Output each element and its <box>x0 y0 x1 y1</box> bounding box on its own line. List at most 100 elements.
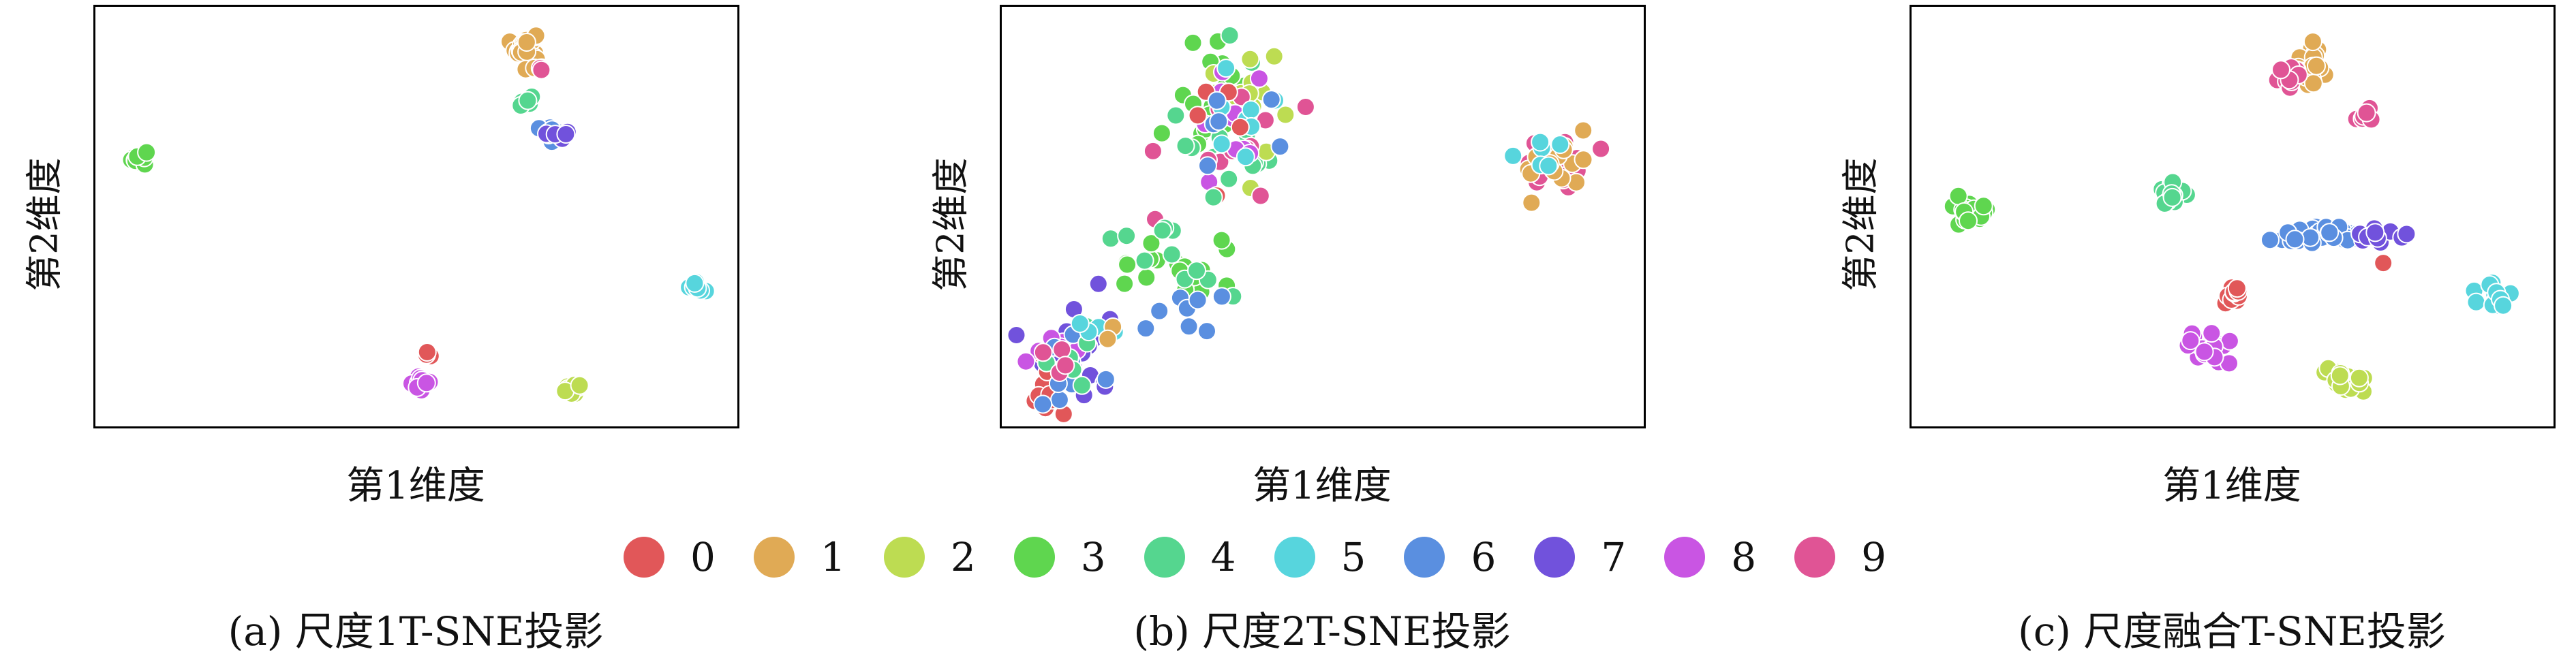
point-class-6 <box>2320 223 2340 242</box>
point-class-1 <box>2303 32 2322 52</box>
legend-swatch <box>753 537 795 578</box>
point-class-5 <box>1550 135 1570 155</box>
point-class-1 <box>2307 56 2326 76</box>
legend-label: 0 <box>690 534 716 580</box>
point-class-5 <box>685 273 705 293</box>
point-class-8 <box>416 373 436 393</box>
plot-area <box>1910 5 2556 428</box>
point-class-6 <box>1197 321 1216 341</box>
point-class-9 <box>2271 60 2290 80</box>
panel-b: 第2维度 第1维度 (b) 尺度2T-SNE投影 <box>906 0 1765 660</box>
plot-area <box>93 5 739 428</box>
point-class-6 <box>1209 112 1229 131</box>
point-class-6 <box>2260 230 2280 250</box>
legend-item-8: 8 <box>1664 534 1756 580</box>
point-class-8 <box>2202 324 2222 343</box>
point-class-9 <box>2357 103 2376 123</box>
point-class-0 <box>2227 279 2247 298</box>
point-class-5 <box>2494 296 2513 315</box>
point-class-1 <box>1574 150 1593 170</box>
legend-item-2: 2 <box>883 534 976 580</box>
scatter-plot <box>1007 26 1611 424</box>
point-class-5 <box>2466 292 2486 312</box>
point-class-5 <box>1539 156 1559 176</box>
point-class-2 <box>1240 49 1260 69</box>
legend-label: 3 <box>1080 534 1106 580</box>
point-class-9 <box>1295 97 1315 116</box>
point-class-9 <box>1143 141 1163 161</box>
point-class-4 <box>1117 226 1137 246</box>
legend-label: 4 <box>1210 534 1236 580</box>
point-class-5 <box>1216 59 1236 78</box>
point-class-9 <box>1052 340 1072 360</box>
legend-item-9: 9 <box>1794 534 1886 580</box>
point-class-3 <box>1118 255 1137 274</box>
point-class-1 <box>1574 121 1593 140</box>
point-class-3 <box>137 142 157 162</box>
point-class-8 <box>2181 331 2201 351</box>
panel-c: 第2维度 第1维度 (c) 尺度融合T-SNE投影 <box>1816 0 2576 660</box>
point-class-6 <box>1136 319 1156 339</box>
point-class-8 <box>1016 351 1036 371</box>
point-class-4 <box>518 91 538 110</box>
legend-item-6: 6 <box>1404 534 1496 580</box>
point-class-1 <box>517 33 536 52</box>
caption: (b) 尺度2T-SNE投影 <box>1133 608 1511 655</box>
point-class-6 <box>1033 394 1053 414</box>
panel-a: 第2维度 第1维度 (a) 尺度1T-SNE投影 <box>0 0 859 660</box>
point-class-3 <box>1115 274 1135 294</box>
point-class-7 <box>2397 224 2417 244</box>
point-class-3 <box>1137 268 1156 287</box>
point-class-1 <box>1522 193 1542 213</box>
point-class-4 <box>1220 26 1240 45</box>
point-class-7 <box>1007 326 1026 345</box>
point-class-0 <box>2374 253 2393 273</box>
point-class-8 <box>1249 69 1269 89</box>
point-class-4 <box>1187 261 1206 281</box>
point-class-0 <box>1188 106 1208 125</box>
legend-swatch <box>1404 537 1445 578</box>
legend-swatch <box>1013 537 1055 578</box>
legend-item-4: 4 <box>1144 534 1236 580</box>
legend-item-0: 0 <box>624 534 716 580</box>
point-class-6 <box>1049 390 1069 409</box>
legend-swatch <box>1794 537 1836 578</box>
point-class-3 <box>1974 196 1993 216</box>
point-class-3 <box>1141 234 1161 253</box>
legend-label: 9 <box>1861 534 1887 580</box>
point-class-6 <box>1198 156 1217 176</box>
point-class-4 <box>1152 221 1172 240</box>
point-class-6 <box>1207 91 1227 110</box>
legend-swatch <box>1274 537 1315 578</box>
point-class-4 <box>1162 245 1182 264</box>
legend: 0 1 2 3 4 5 6 7 8 9 <box>624 531 1925 583</box>
point-class-4 <box>1101 229 1120 249</box>
legend-swatch <box>1664 537 1706 578</box>
scatter-plot <box>1943 32 2520 401</box>
point-class-5 <box>1236 147 1255 167</box>
point-class-5 <box>1070 314 1090 333</box>
point-class-6 <box>1188 290 1208 310</box>
legend-label: 5 <box>1340 534 1366 580</box>
legend-swatch <box>883 537 925 578</box>
point-class-5 <box>1503 146 1523 166</box>
point-class-6 <box>1179 317 1199 336</box>
point-class-6 <box>1212 287 1231 307</box>
point-class-2 <box>1276 105 1295 125</box>
point-class-9 <box>1056 356 1075 375</box>
point-class-4 <box>2162 187 2182 207</box>
point-class-4 <box>1176 136 1195 156</box>
x-axis-label: 第1维度 <box>346 464 485 508</box>
point-class-2 <box>1264 46 1284 66</box>
legend-item-1: 1 <box>753 534 846 580</box>
point-class-9 <box>1033 343 1053 362</box>
legend-item-3: 3 <box>1013 534 1106 580</box>
point-class-4 <box>1135 251 1154 270</box>
legend-item-7: 7 <box>1534 534 1626 580</box>
point-class-8 <box>2194 342 2214 362</box>
y-axis-label: 第2维度 <box>22 157 66 292</box>
point-class-6 <box>1096 369 1116 389</box>
point-class-4 <box>1203 187 1223 207</box>
point-class-3 <box>1948 186 1968 206</box>
point-class-9 <box>1251 186 1270 206</box>
